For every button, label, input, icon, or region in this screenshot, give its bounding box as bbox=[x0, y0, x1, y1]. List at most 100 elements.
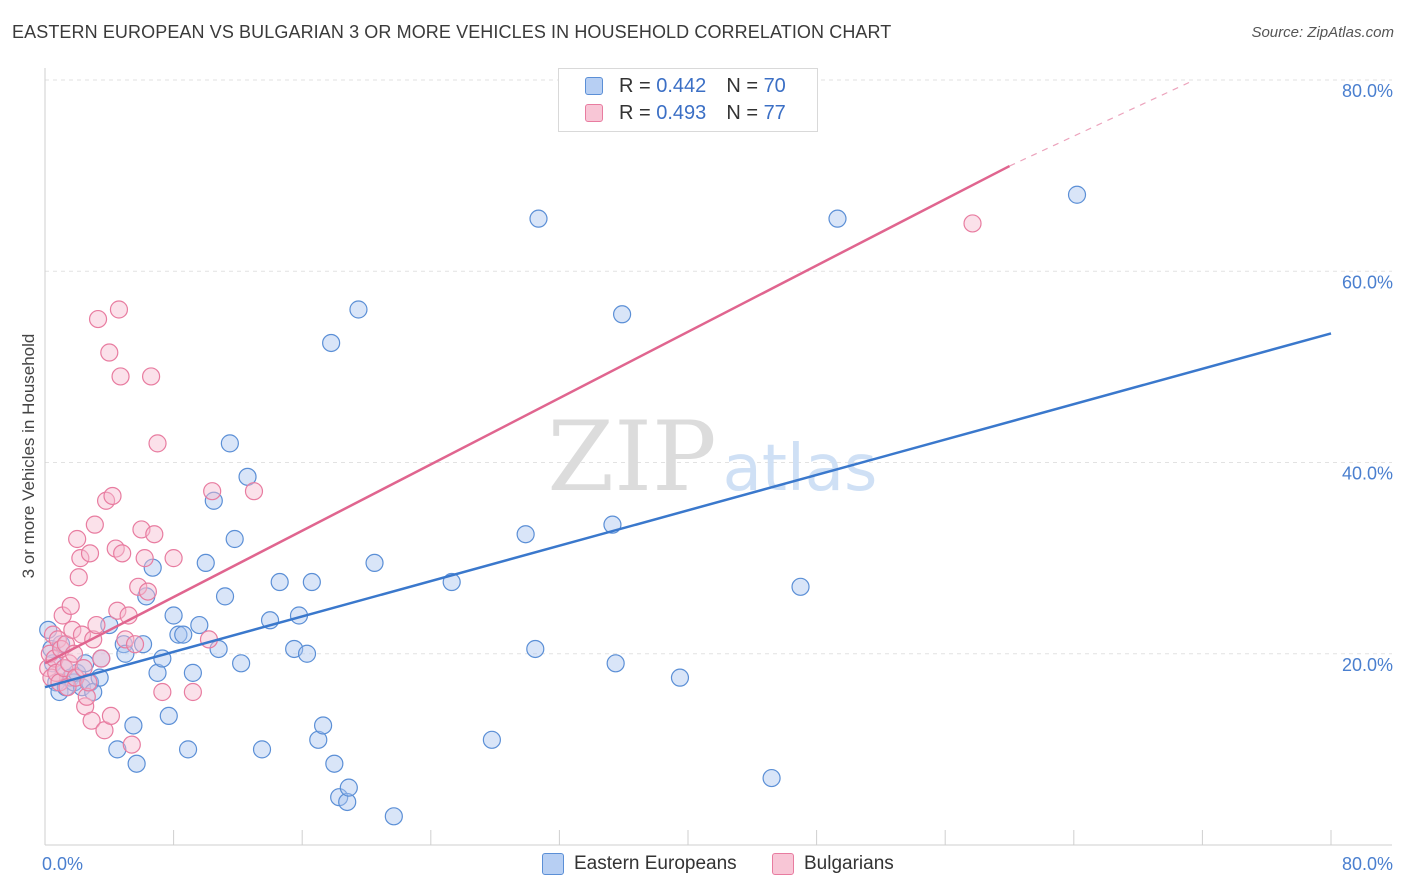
tick-labels: 20.0% 40.0% 60.0% 80.0% 0.0% 80.0% bbox=[42, 81, 1393, 874]
bulgarians-point-26 bbox=[80, 544, 100, 563]
bulgarians-point-19 bbox=[69, 568, 88, 587]
bulgarians-point-35 bbox=[100, 343, 119, 362]
y-tick-label-1: 40.0% bbox=[1342, 464, 1393, 484]
eastern-europeans-point-39 bbox=[220, 434, 239, 453]
eastern-europeans-point-41 bbox=[232, 654, 251, 673]
legend-swatch-blue bbox=[585, 77, 603, 95]
legend-row-bulgarians: R = 0.493 N = 77 bbox=[585, 100, 786, 126]
eastern-europeans-point-34 bbox=[190, 615, 209, 635]
bottom-legend-swatch-blue bbox=[542, 853, 564, 875]
eastern-europeans-point-58 bbox=[365, 553, 384, 573]
eastern-europeans-point-50 bbox=[309, 730, 328, 749]
series-eastern-europeans bbox=[39, 185, 1087, 826]
eastern-europeans-point-28 bbox=[159, 706, 178, 726]
eastern-europeans-point-35 bbox=[196, 553, 215, 573]
bulgarians-point-27 bbox=[82, 711, 101, 730]
eastern-europeans-point-22 bbox=[127, 754, 146, 773]
legend-row-eastern-europeans: R = 0.442 N = 70 bbox=[585, 73, 786, 99]
bulgarians-point-56 bbox=[183, 682, 202, 702]
eastern-europeans-point-68 bbox=[670, 668, 690, 687]
bulgarians-point-53 bbox=[148, 434, 167, 453]
eastern-europeans-point-29 bbox=[164, 606, 183, 625]
watermark: ZIP atlas bbox=[547, 401, 877, 513]
bulgarians-point-30 bbox=[87, 615, 106, 635]
bulgarians-point-24 bbox=[77, 687, 96, 706]
eastern-europeans-point-70 bbox=[791, 577, 810, 596]
bottom-legend-swatch-pink bbox=[772, 853, 794, 875]
bottom-legend-bulgarians: Bulgarians bbox=[772, 850, 894, 878]
bottom-legend-eastern-europeans: Eastern Europeans bbox=[542, 850, 737, 878]
eastern-europeans-point-61 bbox=[482, 730, 501, 749]
eastern-europeans-point-32 bbox=[178, 740, 198, 759]
bulgarians-point-37 bbox=[103, 486, 122, 506]
eastern-europeans-point-55 bbox=[338, 792, 357, 812]
bulgarians-point-51 bbox=[141, 367, 161, 386]
legend: R = 0.442 N = 70 R = 0.493 N = 77 bbox=[558, 68, 818, 132]
y-tick-label-3: 80.0% bbox=[1342, 81, 1393, 101]
bulgarians-point-18 bbox=[68, 529, 87, 549]
bulgarians-point-47 bbox=[129, 577, 148, 596]
y-tick-label-2: 60.0% bbox=[1342, 272, 1393, 292]
eastern-europeans-point-51 bbox=[313, 716, 333, 735]
bottom-legend-label: Bulgarians bbox=[804, 853, 894, 874]
grid-lines bbox=[45, 79, 1392, 655]
eastern-europeans-point-66 bbox=[606, 654, 625, 673]
eastern-europeans-point-48 bbox=[297, 644, 317, 663]
bulgarians-point-52 bbox=[145, 525, 164, 544]
y-tick-label-0: 20.0% bbox=[1342, 655, 1393, 675]
eastern-europeans-point-52 bbox=[322, 333, 341, 353]
eastern-europeans-point-72 bbox=[1067, 185, 1087, 204]
eastern-europeans-point-71 bbox=[828, 209, 847, 228]
trend-line-bulgarians bbox=[44, 164, 1011, 665]
legend-n-value: 77 bbox=[763, 101, 786, 124]
trend-line-bulgarians-extension bbox=[1009, 79, 1195, 167]
eastern-europeans-point-64 bbox=[529, 209, 548, 228]
x-tick-label-1: 80.0% bbox=[1342, 854, 1393, 874]
eastern-europeans-point-40 bbox=[225, 529, 244, 549]
bulgarians-point-31 bbox=[88, 309, 108, 329]
bulgarians-point-41 bbox=[111, 367, 130, 386]
legend-r-label: R = bbox=[619, 74, 657, 97]
eastern-europeans-point-18 bbox=[108, 740, 127, 759]
eastern-europeans-point-31 bbox=[174, 625, 193, 644]
bulgarians-point-43 bbox=[116, 630, 135, 649]
eastern-europeans-point-21 bbox=[124, 716, 143, 735]
bulgarians-point-50 bbox=[138, 582, 157, 601]
eastern-europeans-point-26 bbox=[148, 663, 167, 682]
legend-swatch-pink bbox=[585, 104, 603, 122]
bulgarians-point-20 bbox=[71, 549, 90, 568]
legend-r-value: 0.442 bbox=[656, 74, 707, 97]
bulgarians-point-32 bbox=[92, 649, 111, 668]
eastern-europeans-point-45 bbox=[270, 572, 289, 592]
axes bbox=[44, 68, 1392, 846]
eastern-europeans-point-69 bbox=[762, 768, 781, 788]
legend-r-value: 0.493 bbox=[656, 101, 707, 124]
bulgarians-point-42 bbox=[113, 544, 132, 563]
eastern-europeans-point-30 bbox=[169, 625, 188, 644]
x-tick-label-0: 0.0% bbox=[42, 854, 83, 874]
bulgarians-point-25 bbox=[79, 673, 98, 692]
bulgarians-point-46 bbox=[125, 635, 145, 654]
legend-n-label: N = bbox=[726, 101, 764, 124]
eastern-europeans-point-53 bbox=[325, 754, 344, 773]
trend-line-eastern-europeans bbox=[44, 332, 1332, 689]
bulgarians-point-15 bbox=[63, 620, 82, 639]
eastern-europeans-point-62 bbox=[516, 525, 535, 544]
eastern-europeans-point-67 bbox=[612, 305, 632, 324]
bulgarians-point-49 bbox=[135, 549, 154, 568]
eastern-europeans-point-49 bbox=[302, 572, 321, 592]
legend-n-value: 70 bbox=[763, 74, 786, 97]
chart-title: EASTERN EUROPEAN VS BULGARIAN 3 OR MORE … bbox=[12, 22, 892, 42]
eastern-europeans-point-20 bbox=[116, 644, 135, 663]
bottom-legend-label: Eastern Europeans bbox=[574, 853, 737, 874]
eastern-europeans-point-59 bbox=[384, 807, 403, 826]
eastern-europeans-point-33 bbox=[183, 663, 202, 682]
eastern-europeans-point-57 bbox=[349, 300, 368, 319]
series-bulgarians bbox=[39, 214, 982, 754]
bulgarians-point-55 bbox=[164, 549, 183, 568]
bulgarians-point-29 bbox=[85, 515, 104, 534]
eastern-europeans-point-63 bbox=[526, 639, 545, 659]
bulgarians-point-14 bbox=[61, 596, 80, 616]
y-axis-label: 3 or more Vehicles in Household bbox=[19, 334, 38, 579]
